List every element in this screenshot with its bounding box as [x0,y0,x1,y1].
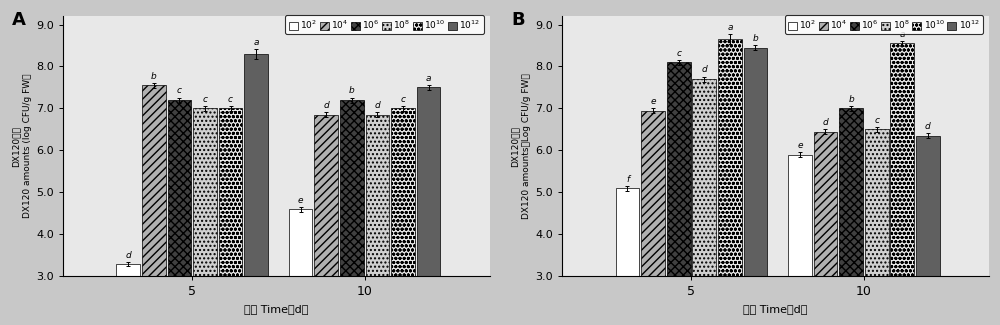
Bar [839,109,863,276]
Text: c: c [228,95,233,104]
Text: b: b [753,34,758,43]
Bar [616,188,639,276]
Text: e: e [650,97,656,106]
Bar [718,39,742,276]
Text: B: B [511,11,525,29]
Bar [116,264,140,276]
Bar [314,115,338,276]
Bar [417,87,440,276]
Bar [667,62,691,276]
Text: d: d [701,65,707,74]
Text: a: a [253,38,259,47]
Bar [391,109,415,276]
Text: c: c [202,95,207,104]
Text: c: c [177,86,182,96]
Bar [366,115,389,276]
Bar [890,44,914,276]
Bar [219,109,242,276]
X-axis label: 时间 Time（d）: 时间 Time（d） [244,304,308,314]
Text: d: d [925,122,931,131]
Bar [814,132,837,276]
Bar [744,47,767,276]
Y-axis label: DX120数量
DX120 amounts (log CFU/g FW）: DX120数量 DX120 amounts (log CFU/g FW） [11,74,32,218]
Y-axis label: DX120数量
DX120 amounts（Log CFU/g FW）: DX120数量 DX120 amounts（Log CFU/g FW） [510,73,531,219]
Text: e: e [797,141,803,150]
Text: b: b [151,72,157,81]
Bar [865,129,889,276]
Text: d: d [375,101,380,110]
Text: b: b [349,86,355,96]
Text: c: c [400,95,405,104]
Bar [692,79,716,276]
Bar [289,209,312,276]
Text: d: d [125,251,131,260]
Bar [641,111,665,276]
Bar [340,100,364,276]
Text: A: A [12,11,26,29]
Bar [244,54,268,276]
Text: c: c [676,49,681,58]
Legend: 10$^{2}$, 10$^{4}$, 10$^{6}$, 10$^{8}$, 10$^{10}$, 10$^{12}$: 10$^{2}$, 10$^{4}$, 10$^{6}$, 10$^{8}$, … [285,15,484,34]
Text: f: f [626,175,629,184]
Text: e: e [298,196,303,204]
Bar [193,109,217,276]
Text: b: b [848,95,854,104]
Legend: 10$^{2}$, 10$^{4}$, 10$^{6}$, 10$^{8}$, 10$^{10}$, 10$^{12}$: 10$^{2}$, 10$^{4}$, 10$^{6}$, 10$^{8}$, … [785,15,983,34]
Bar [142,85,166,276]
Bar [916,136,940,276]
Text: a: a [900,30,905,39]
Text: a: a [426,74,431,83]
Bar [788,155,812,276]
Text: d: d [823,118,828,127]
Text: d: d [323,101,329,110]
Text: a: a [727,23,733,32]
Text: c: c [874,116,879,125]
Bar [168,100,191,276]
X-axis label: 时间 Time（d）: 时间 Time（d） [743,304,808,314]
